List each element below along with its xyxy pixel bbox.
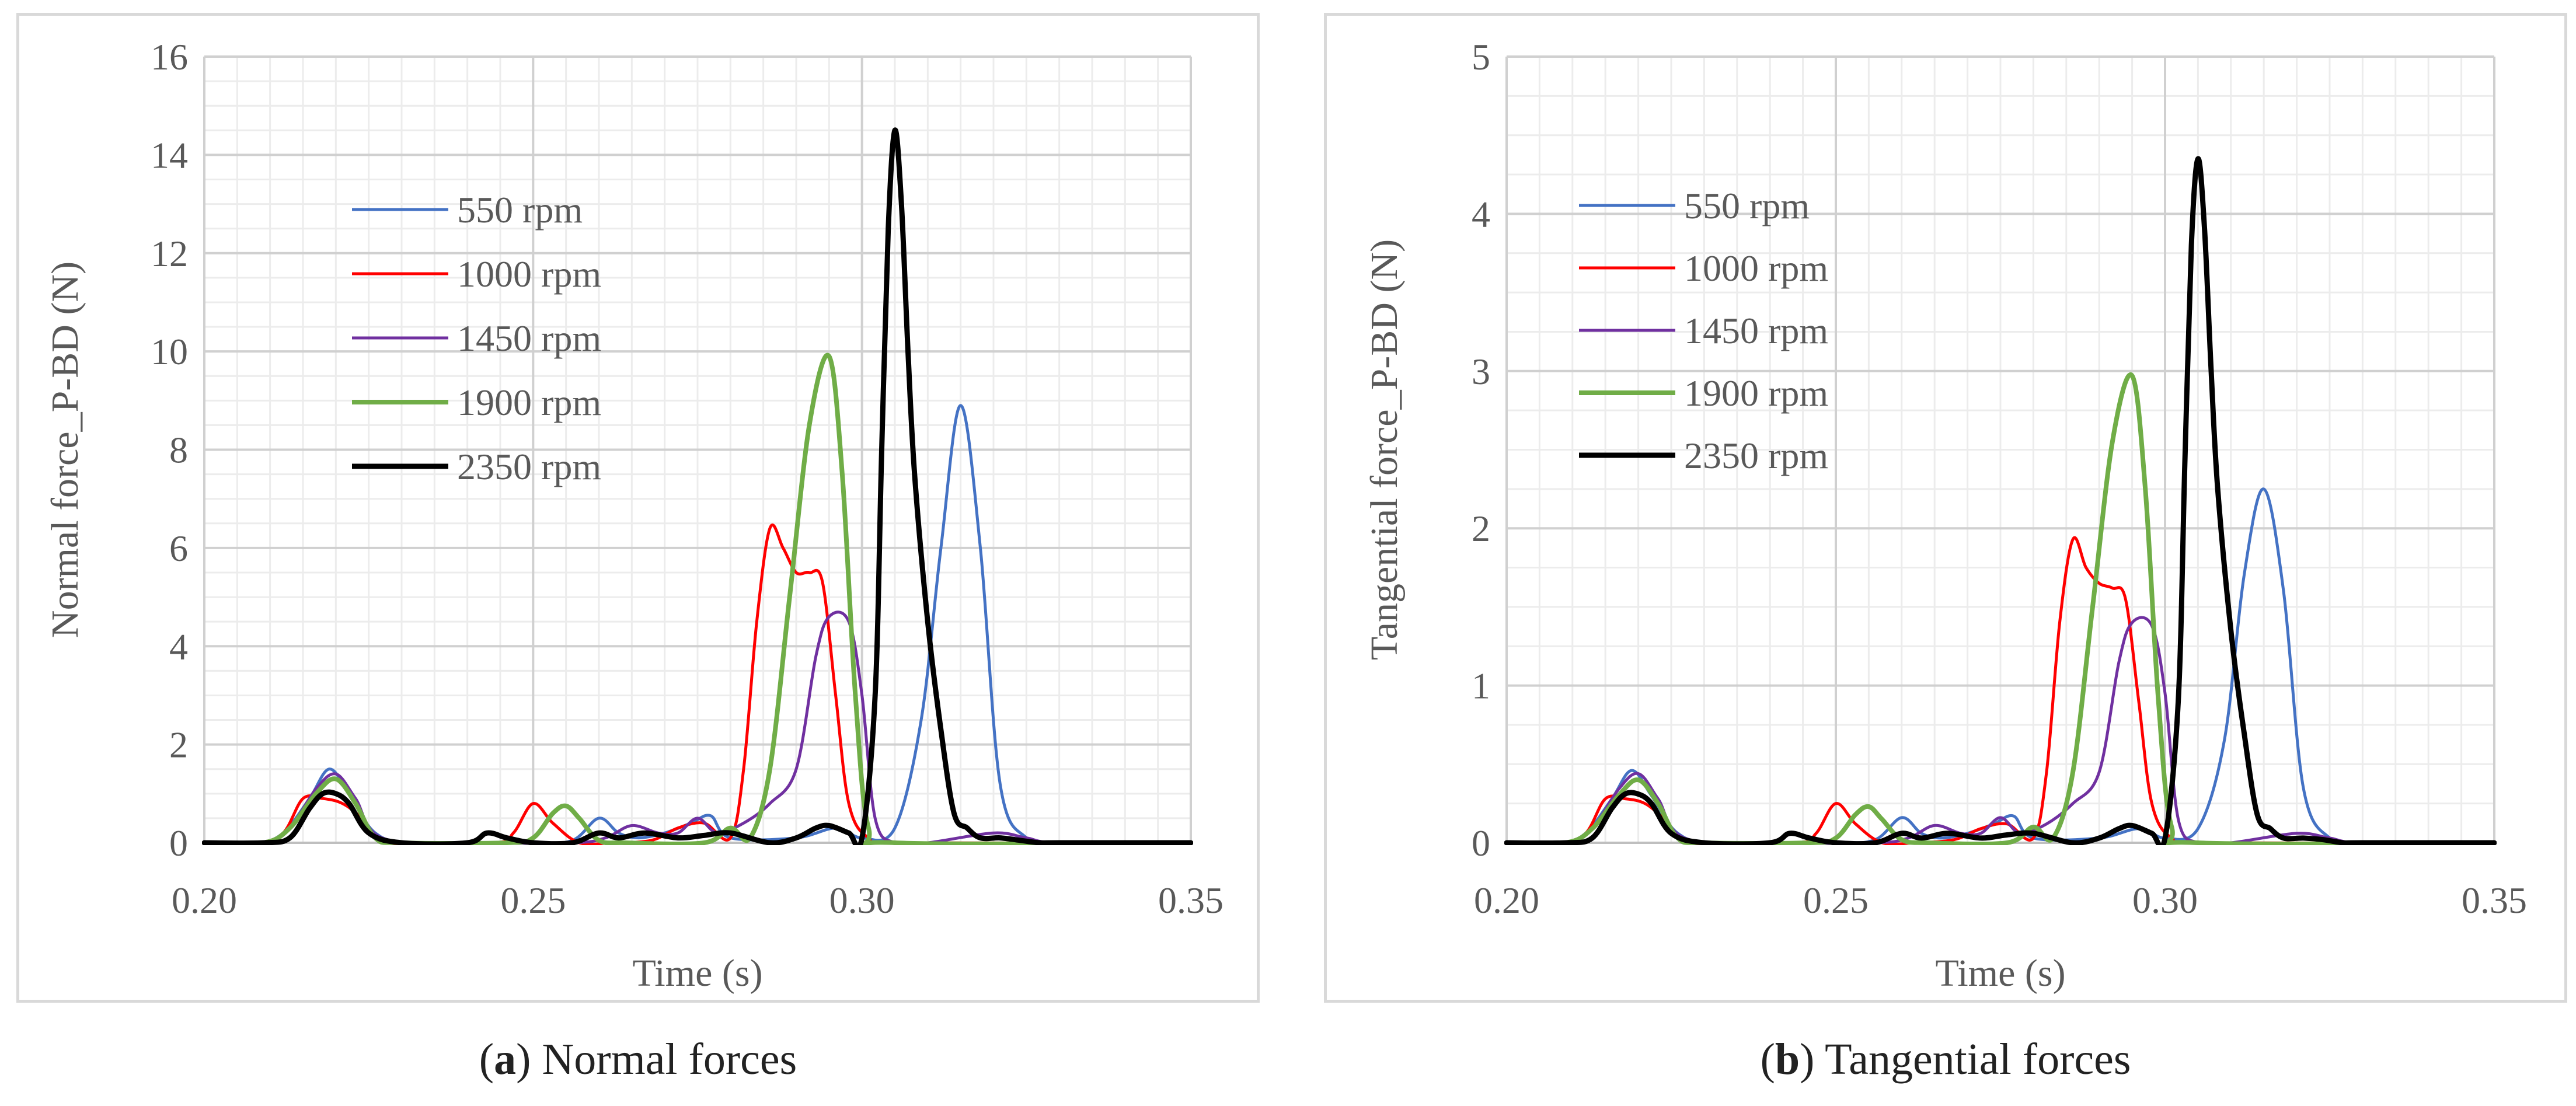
legend-label-1900-rpm: 1900 rpm (1684, 372, 1828, 414)
chart-panel-normal-forces: 0 2 4 6 8 10 12 14 16 0.20 0.25 0.30 0.35 Time (s) Nor… (16, 13, 1260, 1003)
y-tick-label: 4 (1472, 193, 1490, 235)
x-axis-title: Time (s) (632, 952, 762, 995)
legend-label-1000-rpm: 1000 rpm (1684, 247, 1828, 289)
x-axis-title: Time (s) (1935, 952, 2065, 995)
y-tick-label: 5 (1472, 36, 1490, 78)
y-tick-label: 8 (169, 430, 188, 471)
normal-forces-chart: 0 2 4 6 8 10 12 14 16 0.20 0.25 0.30 0.35 Time (s) Nor… (44, 36, 1223, 995)
y-tick-label: 16 (151, 36, 188, 78)
major-gridlines (1505, 55, 2495, 844)
caption-a: (a) Normal forces (479, 1035, 797, 1084)
caption-a-letter: a (494, 1035, 517, 1084)
y-tick-label: 2 (1472, 508, 1490, 549)
x-tick-label: 0.20 (1474, 880, 1539, 921)
y-tick-label: 2 (169, 724, 188, 766)
series-line-2350-rpm (1504, 156, 2497, 845)
series-line-1900-rpm (202, 353, 1193, 845)
y-tick-label: 1 (1472, 665, 1490, 707)
legend-label-550-rpm: 550 rpm (1684, 185, 1810, 226)
x-tick-label: 0.30 (2132, 880, 2198, 921)
minor-gridlines (1505, 55, 2495, 844)
caption-b-text: Tangential forces (1814, 1035, 2131, 1084)
legend: 550 rpm 1000 rpm 1450 rpm 1900 rpm 2350 rpm (352, 189, 601, 487)
y-tick-label: 0 (1472, 822, 1490, 864)
chart-panel-tangential-forces: 0 1 2 3 4 5 0.20 0.25 0.30 0.35 Time (s) Tangential… (1324, 13, 2567, 1003)
y-tick-label: 3 (1472, 351, 1490, 392)
y-tick-label: 12 (151, 233, 188, 274)
y-axis-title: Tangential force_P-BD (N) (1363, 239, 1406, 660)
tangential-forces-chart: 0 1 2 3 4 5 0.20 0.25 0.30 0.35 Time (s) Tangential… (1363, 36, 2527, 995)
legend-label-1450-rpm: 1450 rpm (457, 318, 601, 359)
x-tick-label: 0.30 (829, 880, 895, 921)
legend-label-550-rpm: 550 rpm (457, 189, 583, 231)
legend: 550 rpm 1000 rpm 1450 rpm 1900 rpm 2350 rpm (1579, 185, 1828, 476)
y-tick-label: 4 (169, 626, 188, 667)
legend-label-2350-rpm: 2350 rpm (457, 446, 601, 487)
legend-label-1000-rpm: 1000 rpm (457, 253, 601, 295)
series-lines (1504, 156, 2497, 845)
caption-b-letter: b (1775, 1035, 1800, 1084)
y-tick-label: 14 (151, 134, 188, 176)
y-tick-label: 0 (169, 822, 188, 864)
series-lines (202, 127, 1193, 845)
legend-label-1900-rpm: 1900 rpm (457, 382, 601, 423)
x-tick-label: 0.35 (2462, 880, 2527, 921)
series-line-2350-rpm (202, 127, 1193, 845)
x-tick-label: 0.25 (500, 880, 566, 921)
y-tick-label: 6 (169, 528, 188, 569)
legend-label-2350-rpm: 2350 rpm (1684, 435, 1828, 476)
legend-label-1450-rpm: 1450 rpm (1684, 310, 1828, 351)
x-tick-label: 0.20 (172, 880, 237, 921)
series-line-1900-rpm (1504, 372, 2497, 845)
x-tick-label: 0.25 (1803, 880, 1869, 921)
y-tick-label: 10 (151, 331, 188, 372)
caption-b: (b) Tangential forces (1760, 1035, 2131, 1084)
y-axis-title: Normal force_P-BD (N) (44, 261, 86, 638)
x-tick-label: 0.35 (1158, 880, 1223, 921)
caption-a-text: Normal forces (531, 1035, 797, 1084)
